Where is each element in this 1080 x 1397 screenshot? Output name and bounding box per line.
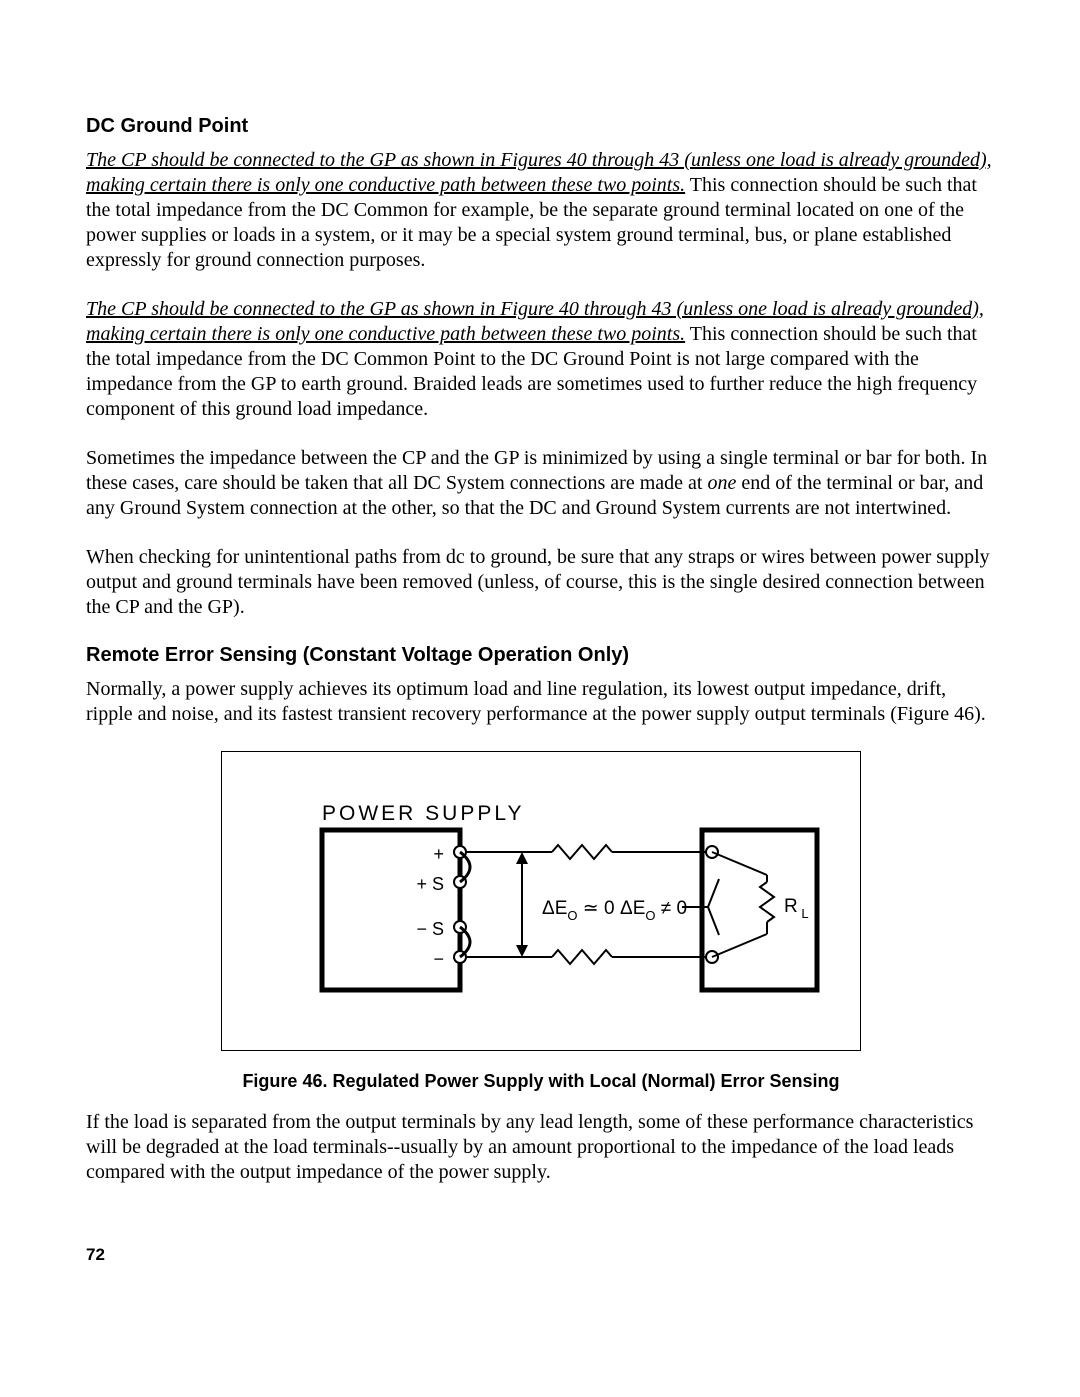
para-remote-2: If the load is separated from the output… [86, 1110, 996, 1185]
neq-fork-bot [708, 907, 719, 935]
figure-title: POWER SUPPLY [322, 802, 524, 825]
load-lead-top [712, 852, 767, 875]
arrow-head-top [516, 852, 528, 864]
para-remote-1: Normally, a power supply achieves its op… [86, 677, 996, 727]
para-dc-1: The CP should be connected to the GP as … [86, 148, 996, 273]
document-page: DC Ground Point The CP should be connect… [0, 0, 1080, 1305]
arrow-head-bot [516, 945, 528, 957]
deo-neq-zero: ΔEO ≠ 0 [620, 898, 687, 923]
para-dc-4: When checking for unintentional paths fr… [86, 545, 996, 620]
load-lead-bot [712, 934, 767, 957]
lead-resist-bot [552, 950, 612, 964]
figure-46-frame: POWER SUPPLY + + S − S − [221, 751, 861, 1051]
label-minus: − [433, 949, 444, 969]
heading-dc-ground-point: DC Ground Point [86, 115, 996, 138]
para-dc-3-one: one [707, 472, 736, 494]
heading-remote-error: Remote Error Sensing (Constant Voltage O… [86, 644, 996, 667]
deo-eq-zero: ΔEO ≃ 0 [542, 898, 615, 923]
para-dc-2: The CP should be connected to the GP as … [86, 297, 996, 422]
label-plus-s: + S [416, 874, 444, 894]
page-number: 72 [86, 1245, 996, 1265]
label-rl: R L [784, 896, 809, 921]
para-dc-3: Sometimes the impedance between the CP a… [86, 446, 996, 521]
label-plus: + [433, 844, 444, 864]
figure-46-svg: POWER SUPPLY + + S − S − [222, 752, 862, 1052]
figure-46-caption: Figure 46. Regulated Power Supply with L… [242, 1071, 839, 1092]
rl-resistor [760, 882, 774, 922]
figure-46: POWER SUPPLY + + S − S − [86, 751, 996, 1092]
neq-fork-top [708, 879, 719, 907]
label-minus-s: − S [416, 919, 444, 939]
lead-resist-top [552, 845, 612, 859]
